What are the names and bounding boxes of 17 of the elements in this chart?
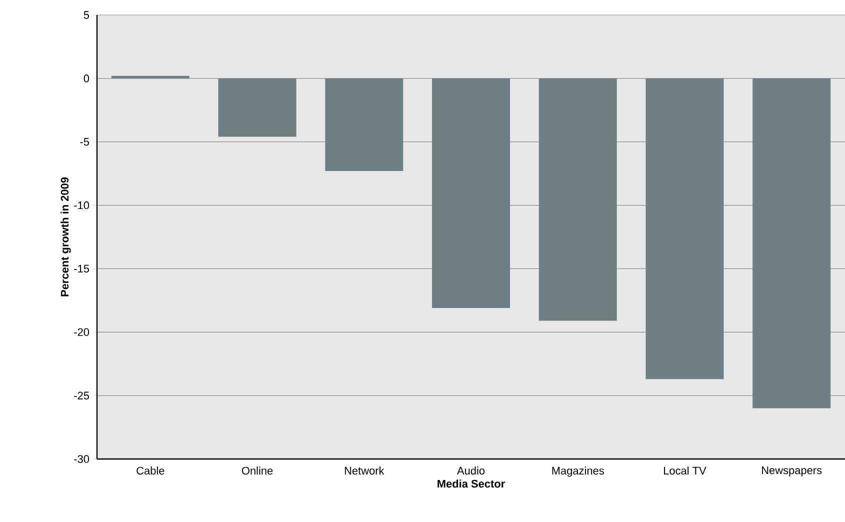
y-axis-title: Percent growth in 2009 [60, 177, 71, 296]
y-tick-label: -10 [74, 201, 90, 210]
x-tick-label: Magazines [552, 466, 604, 477]
y-tick-label: -25 [74, 392, 90, 400]
y-tick-label: 5 [84, 11, 90, 19]
x-tick-label: Cable [136, 466, 164, 475]
x-axis-title: Media Sector [438, 480, 505, 488]
x-tick-label: Audio [457, 466, 485, 475]
y-tick-label: -15 [74, 264, 90, 273]
y-tick-label: -20 [74, 328, 90, 336]
x-tick-label: Newspapers [762, 466, 822, 476]
x-tick-label: Online [242, 466, 273, 475]
x-tick-label: Local TV [664, 466, 706, 475]
y-tick-label: 0 [84, 74, 90, 82]
x-tick-label: Network [344, 466, 384, 475]
y-tick-label: -5 [80, 138, 90, 146]
y-tick-label: -30 [74, 455, 90, 463]
